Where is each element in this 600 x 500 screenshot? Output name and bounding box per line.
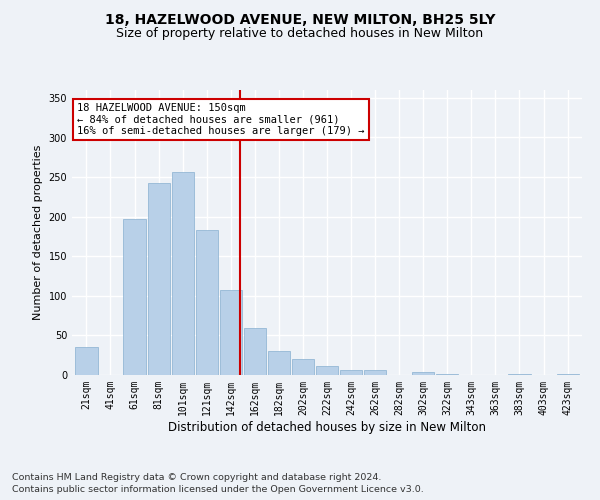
Bar	[364, 370, 386, 375]
Bar	[76, 348, 98, 375]
Bar	[412, 372, 434, 375]
Text: 18 HAZELWOOD AVENUE: 150sqm
← 84% of detached houses are smaller (961)
16% of se: 18 HAZELWOOD AVENUE: 150sqm ← 84% of det…	[77, 103, 365, 136]
Bar	[196, 230, 218, 375]
Text: Size of property relative to detached houses in New Milton: Size of property relative to detached ho…	[116, 28, 484, 40]
Bar	[220, 290, 242, 375]
Bar	[316, 366, 338, 375]
Bar	[148, 184, 170, 375]
Bar	[292, 359, 314, 375]
Text: Contains public sector information licensed under the Open Government Licence v3: Contains public sector information licen…	[12, 486, 424, 494]
Text: Contains HM Land Registry data © Crown copyright and database right 2024.: Contains HM Land Registry data © Crown c…	[12, 473, 382, 482]
X-axis label: Distribution of detached houses by size in New Milton: Distribution of detached houses by size …	[168, 420, 486, 434]
Bar	[124, 219, 146, 375]
Y-axis label: Number of detached properties: Number of detached properties	[33, 145, 43, 320]
Text: 18, HAZELWOOD AVENUE, NEW MILTON, BH25 5LY: 18, HAZELWOOD AVENUE, NEW MILTON, BH25 5…	[105, 12, 495, 26]
Bar	[340, 370, 362, 375]
Bar	[172, 172, 194, 375]
Bar	[244, 328, 266, 375]
Bar	[436, 374, 458, 375]
Bar	[268, 351, 290, 375]
Bar	[557, 374, 578, 375]
Bar	[508, 374, 530, 375]
